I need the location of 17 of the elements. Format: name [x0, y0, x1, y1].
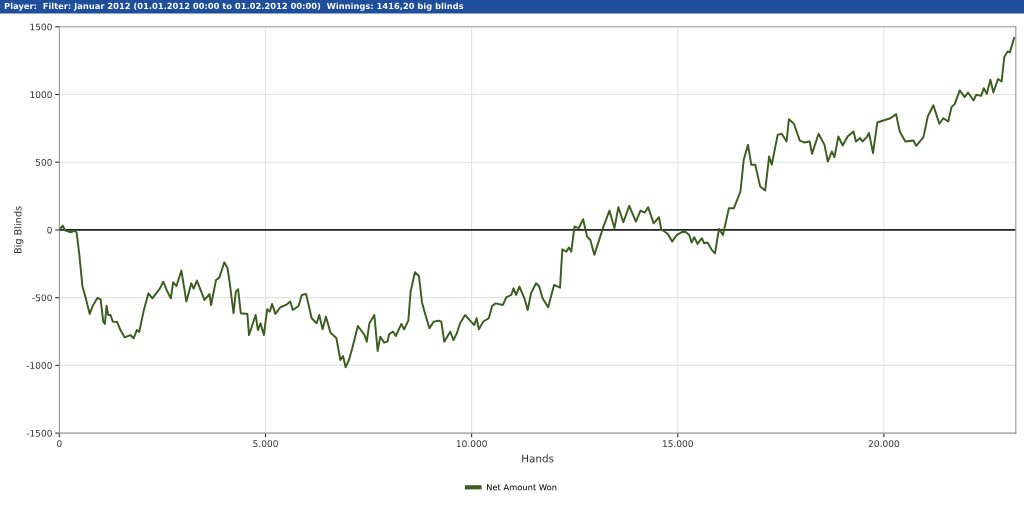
line-series	[59, 37, 1016, 369]
x-tick-label: 5.000	[253, 440, 278, 448]
y-tick-label: -500	[32, 294, 52, 302]
y-tick-label: 1000	[30, 91, 52, 99]
y-tick-label: 0	[47, 226, 52, 234]
y-tick-label: 500	[35, 158, 52, 166]
y-axis-title: Big Blinds	[14, 206, 24, 254]
y-tick-label: -1500	[26, 429, 52, 437]
legend-label: Net Amount Won	[487, 484, 557, 491]
x-axis-title: Hands	[522, 454, 554, 463]
x-tick-label: 0	[57, 440, 62, 448]
x-tick-label: 20.000	[868, 440, 900, 448]
x-tick-label: 15.000	[662, 440, 693, 448]
y-tick-label: -1000	[26, 362, 52, 369]
x-tick-label: 10.000	[456, 440, 487, 448]
y-tick-label: 1500	[30, 23, 52, 31]
chart-title: Player: Filter: Januar 2012 (01.01.2012 00:00 to 01.02.2012 00:00) Winnings: 1416,20 big blinds	[4, 2, 464, 11]
